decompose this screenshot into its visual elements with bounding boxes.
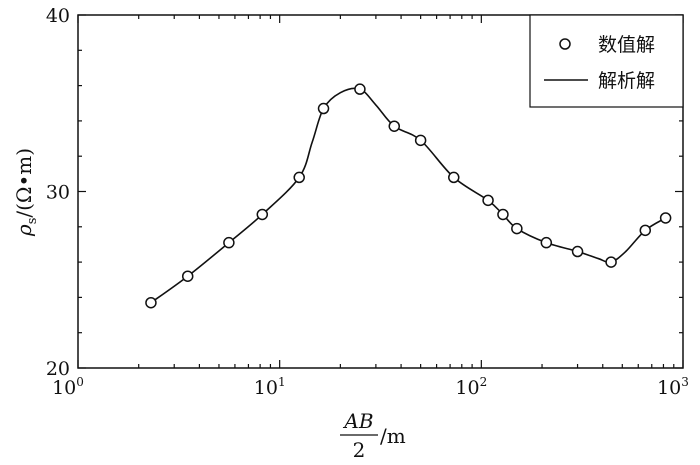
legend-label-numeric: 数值解: [598, 34, 655, 56]
x-label-denominator: 2: [353, 438, 366, 462]
x-axis-ticks: 100 101 102 103: [52, 15, 689, 399]
x-label-unit: /m: [380, 424, 406, 448]
x-tick-label: 102: [455, 375, 487, 399]
y-label-subscript: s: [25, 218, 40, 225]
series-markers-numeric: [145, 83, 672, 309]
legend: 数值解 解析解: [529, 14, 684, 108]
y-axis-ticks: 20 30 40: [46, 5, 683, 380]
legend-box: [529, 14, 684, 108]
data-point: [659, 212, 672, 224]
data-point: [223, 236, 235, 249]
x-axis-label: AB 2 /m: [340, 409, 406, 462]
data-point: [511, 222, 523, 235]
data-point: [605, 256, 617, 268]
x-tick-label: 103: [657, 375, 689, 399]
x-tick-label: 100: [52, 375, 84, 399]
svg-text:ρs/(Ω•m): ρs/(Ω•m): [12, 148, 40, 237]
data-point: [497, 208, 509, 221]
y-label-symbol: ρ: [12, 224, 36, 237]
data-point: [145, 296, 157, 309]
data-point: [293, 171, 305, 184]
data-point: [256, 208, 269, 221]
data-point: [414, 134, 427, 147]
data-point: [181, 270, 194, 282]
plot-region: 100 101 102 103 20 30 40: [46, 5, 689, 399]
y-axis-label: ρs/(Ω•m): [12, 148, 40, 237]
y-label-unit: /(Ω•m): [12, 148, 36, 218]
series-line-analytic: [150, 87, 667, 304]
data-point: [639, 224, 652, 237]
x-tick-label: 101: [254, 375, 286, 399]
data-point: [317, 102, 330, 115]
y-tick-label: 40: [46, 5, 70, 27]
data-point: [540, 236, 553, 249]
legend-marker-icon: [559, 38, 571, 50]
y-tick-label: 30: [46, 182, 70, 204]
legend-label-analytic: 解析解: [598, 70, 655, 92]
data-point: [354, 83, 366, 95]
data-point: [388, 120, 401, 132]
data-point: [482, 194, 494, 207]
x-label-numerator: AB: [342, 409, 373, 433]
y-tick-label: 20: [46, 358, 70, 380]
data-point: [448, 171, 460, 184]
data-point: [571, 245, 584, 258]
